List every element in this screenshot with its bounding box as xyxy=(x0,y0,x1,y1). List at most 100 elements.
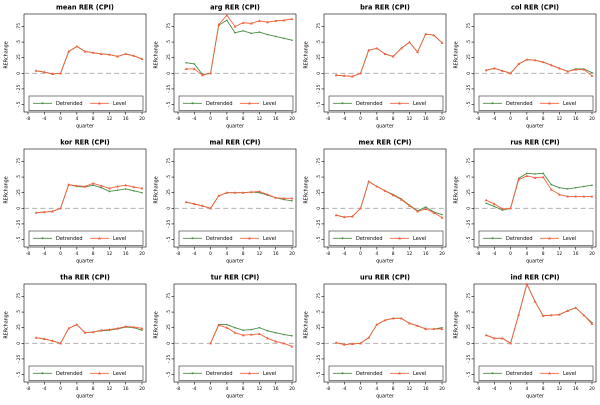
x-tick-label: 4 xyxy=(375,386,378,392)
x-tick-label: 12 xyxy=(107,386,113,392)
x-axis: -8 -4 0 4 8 12 16 20 xyxy=(326,112,445,122)
legend-box xyxy=(478,365,594,381)
legend-label-detrended: Detrended xyxy=(56,371,83,377)
x-tick-label: 12 xyxy=(257,386,263,392)
x-tick-label: 4 xyxy=(525,116,528,122)
series-level xyxy=(209,323,294,348)
x-tick-label: -8 xyxy=(26,116,31,122)
series-detrended xyxy=(335,317,443,346)
subplot-arg: arg RER (CPI) .75 .5 .25 0 -.25 -.5 RERchange -8… xyxy=(150,0,300,135)
y-tick-label: .25 xyxy=(166,324,172,331)
y-tick-label: .25 xyxy=(16,54,22,61)
legend-label-level: Level xyxy=(563,101,576,107)
plot-box xyxy=(473,13,597,113)
x-tick-label: 4 xyxy=(525,251,528,257)
x-tick-label: -4 xyxy=(42,116,47,122)
y-axis-title: RERchange xyxy=(4,311,10,338)
y-tick-label: .5 xyxy=(466,40,472,44)
legend-label-detrended: Detrended xyxy=(356,236,383,242)
x-tick-label: -8 xyxy=(326,251,331,257)
chart-title: bra RER (CPI) xyxy=(360,4,410,12)
x-tick-label: 20 xyxy=(589,251,595,257)
series-detrended xyxy=(35,183,143,214)
chart-svg-uru: uru RER (CPI) .75 .5 .25 0 -.25 -.5 RERchange -8… xyxy=(304,274,447,400)
y-tick-label: 0 xyxy=(16,72,22,75)
subplot-col: col RER (CPI) .75 .5 .25 0 -.25 -.5 RERchange -8… xyxy=(450,0,600,135)
legend-label-level: Level xyxy=(113,371,126,377)
x-tick-label: -4 xyxy=(342,386,347,392)
x-tick-label: 16 xyxy=(573,251,579,257)
chart-svg-mex: mex RER (CPI) .75 .5 .25 0 -.25 -.5 RERchange -8… xyxy=(304,139,447,265)
subplot-tha: tha RER (CPI) .75 .5 .25 0 -.25 -.5 RERchange -8… xyxy=(0,270,150,405)
y-axis: .75 .5 .25 0 -.25 -.5 xyxy=(316,158,324,242)
legend-label-level: Level xyxy=(263,371,276,377)
y-axis: .75 .5 .25 0 -.25 -.5 xyxy=(166,293,174,377)
x-tick-label: 0 xyxy=(209,116,212,122)
x-tick-label: 4 xyxy=(375,116,378,122)
x-tick-label: 4 xyxy=(75,251,78,257)
plot-box xyxy=(323,283,447,383)
series-level xyxy=(34,323,144,345)
y-tick-label: .75 xyxy=(316,23,322,30)
x-tick-label: 8 xyxy=(392,116,395,122)
series-level xyxy=(34,181,144,214)
chart-title: tur RER (CPI) xyxy=(211,274,260,282)
chart-title: rus RER (CPI) xyxy=(510,139,559,147)
x-tick-label: -8 xyxy=(176,116,181,122)
series-level xyxy=(184,13,294,77)
y-tick-label: -.25 xyxy=(166,354,172,363)
legend-label-detrended: Detrended xyxy=(356,101,383,107)
x-tick-label: 8 xyxy=(92,386,95,392)
y-tick-label: .5 xyxy=(466,175,472,179)
y-axis: .75 .5 .25 0 -.25 -.5 xyxy=(166,158,174,242)
x-tick-label: 20 xyxy=(439,386,445,392)
x-tick-label: -8 xyxy=(476,251,481,257)
x-tick-label: -8 xyxy=(476,386,481,392)
x-axis-title: quarter xyxy=(76,394,94,400)
legend-label-level: Level xyxy=(263,236,276,242)
legend: Detrended Level xyxy=(28,365,144,381)
legend-label-level: Level xyxy=(563,371,576,377)
x-tick-label: 20 xyxy=(589,116,595,122)
x-tick-label: 12 xyxy=(557,251,563,257)
y-tick-label: .75 xyxy=(316,293,322,300)
legend-box xyxy=(328,95,444,111)
legend-box xyxy=(28,365,144,381)
legend: Detrended Level xyxy=(328,95,444,111)
y-axis: .75 .5 .25 0 -.25 -.5 xyxy=(466,158,474,242)
x-tick-label: 12 xyxy=(107,116,113,122)
legend: Detrended Level xyxy=(178,230,294,246)
x-axis-title: quarter xyxy=(226,394,244,400)
legend-box xyxy=(178,230,294,246)
x-axis-title: quarter xyxy=(226,124,244,130)
series-level xyxy=(334,179,444,219)
y-tick-label: -.5 xyxy=(16,101,22,107)
chart-svg-tha: tha RER (CPI) .75 .5 .25 0 -.25 -.5 RERchange -8… xyxy=(4,274,147,400)
x-axis: -8 -4 0 4 8 12 16 20 xyxy=(476,382,595,392)
y-tick-label: .75 xyxy=(16,23,22,30)
y-tick-label: 0 xyxy=(466,72,472,75)
y-tick-label: -.5 xyxy=(316,236,322,242)
y-tick-label: -.5 xyxy=(316,101,322,107)
x-tick-label: -8 xyxy=(26,251,31,257)
legend-label-detrended: Detrended xyxy=(56,101,83,107)
y-axis-title: RERchange xyxy=(454,311,460,338)
y-tick-label: .5 xyxy=(166,40,172,44)
subplot-kor: kor RER (CPI) .75 .5 .25 0 -.25 -.5 RERchange -8… xyxy=(0,135,150,270)
y-tick-label: .75 xyxy=(466,23,472,30)
x-tick-label: -8 xyxy=(326,386,331,392)
plot-box xyxy=(23,13,147,113)
x-tick-label: 16 xyxy=(573,386,579,392)
chart-title: uru RER (CPI) xyxy=(360,274,410,282)
plot-box xyxy=(323,148,447,248)
subplot-uru: uru RER (CPI) .75 .5 .25 0 -.25 -.5 RERchange -8… xyxy=(300,270,450,405)
series-detrended xyxy=(485,282,593,345)
x-tick-label: 0 xyxy=(59,251,62,257)
chart-title: col RER (CPI) xyxy=(511,4,559,12)
plot-box xyxy=(23,148,147,248)
subplot-rus: rus RER (CPI) .75 .5 .25 0 -.25 -.5 RERchange -8… xyxy=(450,135,600,270)
y-tick-label: .25 xyxy=(16,324,22,331)
x-tick-label: 4 xyxy=(75,386,78,392)
x-tick-label: 0 xyxy=(59,386,62,392)
x-tick-label: 0 xyxy=(359,251,362,257)
